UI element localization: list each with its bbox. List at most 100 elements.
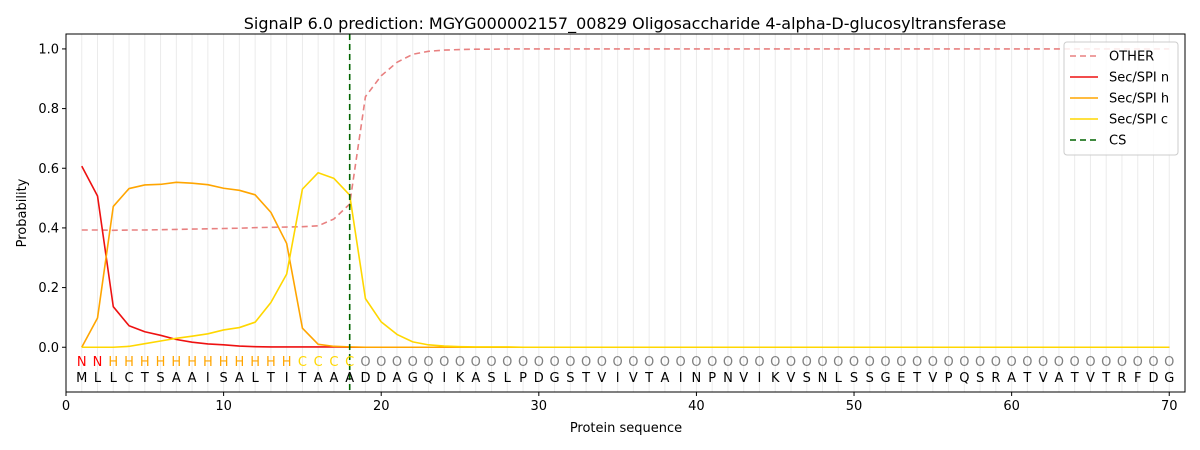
x-axis-label: Protein sequence — [570, 421, 682, 436]
residue-letter: L — [835, 371, 843, 386]
region-label: O — [486, 355, 496, 370]
residue-letter: A — [393, 371, 402, 386]
residue-letter: T — [644, 371, 653, 386]
y-tick-label: 0.4 — [38, 221, 59, 236]
region-label: O — [676, 355, 686, 370]
residue-letter: S — [803, 371, 811, 386]
residue-letter: V — [739, 371, 748, 386]
residue-letter: E — [897, 371, 905, 386]
residue-letter: A — [471, 371, 480, 386]
residue-letter: A — [172, 371, 181, 386]
residue-letter: S — [219, 371, 227, 386]
region-label: O — [471, 355, 481, 370]
region-label: O — [959, 355, 969, 370]
region-label: H — [219, 355, 229, 370]
residue-letter: L — [110, 371, 118, 386]
region-label: C — [345, 355, 354, 370]
region-label: O — [770, 355, 780, 370]
residue-letter: I — [442, 371, 446, 386]
legend-label: Sec/SPI h — [1109, 92, 1169, 107]
residue-letter: S — [566, 371, 574, 386]
residue-letter: L — [94, 371, 102, 386]
y-axis-label: Probability — [15, 178, 30, 247]
residue-letter: M — [76, 371, 87, 386]
residue-letter: G — [408, 371, 418, 386]
residue-letter: P — [708, 371, 716, 386]
legend-label: Sec/SPI n — [1109, 71, 1169, 86]
region-label: O — [880, 355, 890, 370]
y-tick-label: 1.0 — [38, 42, 59, 57]
region-label: C — [329, 355, 338, 370]
x-tick-label: 30 — [531, 399, 548, 414]
region-label: O — [723, 355, 733, 370]
region-label: O — [439, 355, 449, 370]
region-label: O — [408, 355, 418, 370]
plot-frame — [65, 33, 1186, 393]
series-lines — [81, 34, 1170, 392]
residue-letter: A — [1007, 371, 1016, 386]
region-label: O — [565, 355, 575, 370]
grid-lines — [81, 34, 1170, 392]
region-label: H — [156, 355, 166, 370]
residue-letter: V — [597, 371, 606, 386]
residue-letter: F — [1134, 371, 1141, 386]
region-label: O — [1022, 355, 1032, 370]
residue-letter: K — [771, 371, 780, 386]
region-label: O — [423, 355, 433, 370]
region-label: O — [691, 355, 701, 370]
y-tick-label: 0.0 — [38, 341, 59, 356]
residue-letter: S — [850, 371, 858, 386]
residue-letter: V — [1039, 371, 1048, 386]
axes: 0 10 20 30 40 50 60 70 0.0 0.2 0.4 0.6 0.8 1.0 — [38, 42, 1177, 414]
region-label: C — [314, 355, 323, 370]
region-label: H — [234, 355, 244, 370]
residue-letter: T — [140, 371, 149, 386]
region-label: O — [1038, 355, 1048, 370]
residue-letter: P — [519, 371, 527, 386]
region-label: O — [802, 355, 812, 370]
residue-letter: I — [206, 371, 210, 386]
residue-letter: D — [1148, 371, 1158, 386]
residue-letter: V — [1086, 371, 1095, 386]
region-label: H — [266, 355, 276, 370]
legend-label: Sec/SPI c — [1109, 113, 1168, 128]
residue-letter: T — [1022, 371, 1031, 386]
legend-box — [1063, 41, 1179, 156]
x-tick-label: 0 — [62, 399, 70, 414]
region-label: O — [392, 355, 402, 370]
region-label: O — [1085, 355, 1095, 370]
region-label: O — [360, 355, 370, 370]
region-label: H — [108, 355, 118, 370]
residue-letter: S — [976, 371, 984, 386]
region-label: O — [817, 355, 827, 370]
residue-letter: Q — [959, 371, 969, 386]
region-label: O — [707, 355, 717, 370]
region-label: O — [912, 355, 922, 370]
chart-title: SignalP 6.0 prediction: MGYG000002157_00… — [244, 14, 1006, 34]
region-label: O — [1101, 355, 1111, 370]
residue-letter: I — [679, 371, 683, 386]
region-label: H — [250, 355, 260, 370]
region-label: O — [518, 355, 528, 370]
region-label: O — [1007, 355, 1017, 370]
region-label: H — [203, 355, 213, 370]
residue-letter: R — [1117, 371, 1126, 386]
residue-labels: NMNLHLHCHTHSHAHAHIHSHAHLHTHICTCACACAODOD… — [76, 355, 1174, 386]
region-label: O — [754, 355, 764, 370]
region-label: O — [991, 355, 1001, 370]
residue-letter: D — [360, 371, 370, 386]
residue-letter: N — [723, 371, 733, 386]
region-label: O — [975, 355, 985, 370]
legend-label: OTHER — [1109, 50, 1154, 65]
region-label: O — [660, 355, 670, 370]
region-label: O — [1070, 355, 1080, 370]
region-label: C — [298, 355, 307, 370]
residue-letter: A — [660, 371, 669, 386]
residue-letter: T — [1101, 371, 1110, 386]
x-tick-label: 10 — [215, 399, 232, 414]
residue-letter: A — [1054, 371, 1063, 386]
residue-letter: T — [581, 371, 590, 386]
region-label: O — [943, 355, 953, 370]
region-label: O — [1054, 355, 1064, 370]
region-label: O — [786, 355, 796, 370]
